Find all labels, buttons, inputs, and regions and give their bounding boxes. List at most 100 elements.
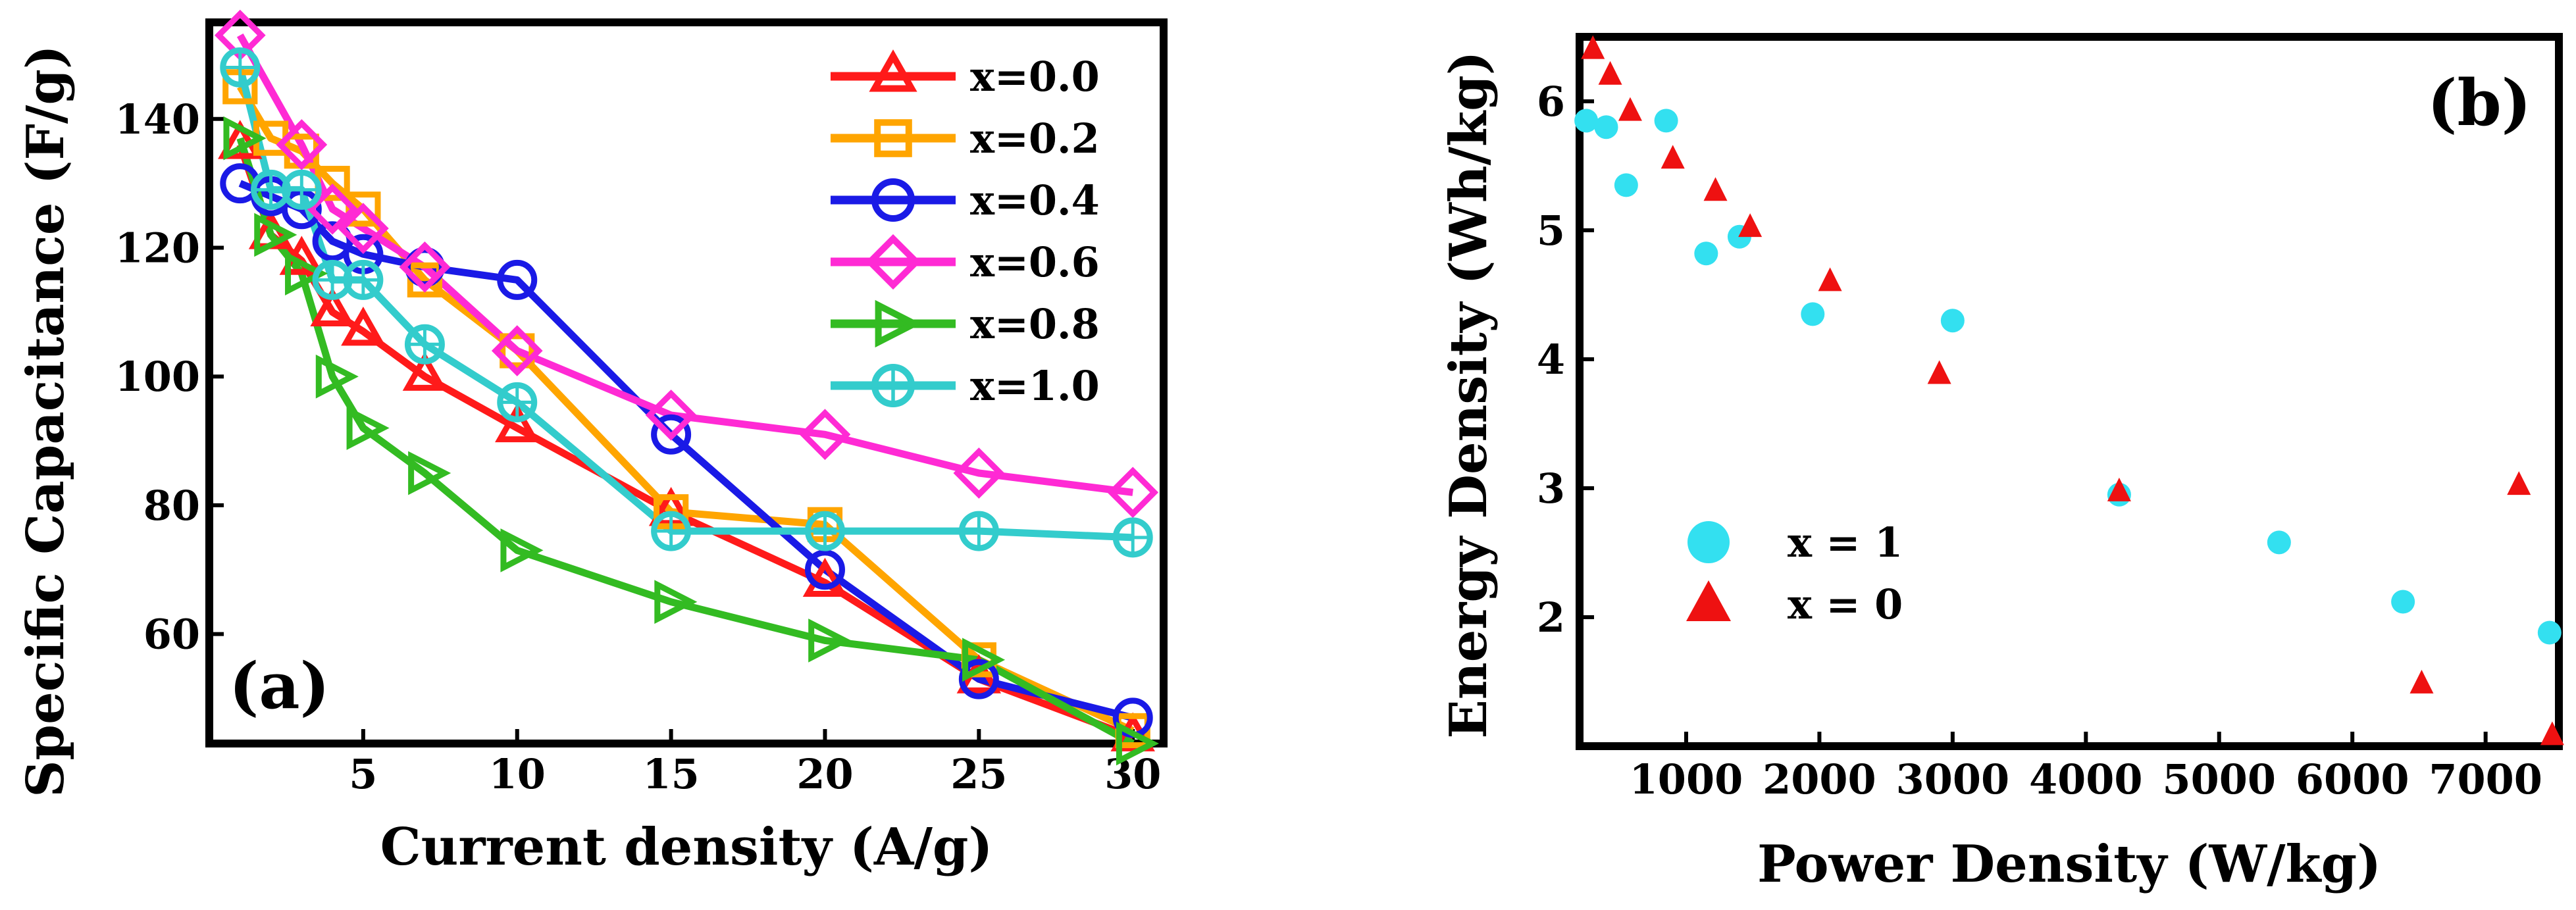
x-tick-label-b: 6000	[2296, 755, 2409, 803]
data-point-a-2	[958, 659, 999, 699]
data-point-b-1	[1703, 177, 1728, 201]
legend-a: x=0.0 x=0.2 x=0.4 x=0.6 x=0.8 x=1.0	[831, 49, 1100, 410]
data-point-a-4	[346, 406, 390, 450]
data-point-a-4	[254, 213, 297, 257]
data-point-b-1	[1738, 213, 1763, 238]
legend-marker-a-2	[871, 178, 915, 222]
data-point-a-5	[651, 511, 692, 551]
y-axis-title-a: Specific Capacitance (F/g)	[16, 45, 76, 797]
x-tick-label-a: 25	[950, 750, 1007, 798]
y-tick-label-b: 6	[1537, 78, 1565, 126]
data-point-a-3	[399, 241, 451, 293]
data-point-a-0	[310, 287, 355, 327]
data-point-a-4	[654, 580, 698, 624]
x-axis-title-a: Current density (A/g)	[380, 817, 993, 877]
data-point-b-0	[2537, 620, 2562, 645]
data-point-b-1	[1618, 97, 1642, 121]
y-tick-label-a: 100	[115, 353, 200, 401]
panel-label-b: (b)	[2427, 66, 2531, 140]
x-tick-label-b: 1000	[1630, 755, 1743, 803]
data-point-a-5	[220, 47, 261, 88]
legend-label-a-2: x=0.4	[970, 176, 1100, 224]
data-point-a-5	[343, 259, 384, 300]
legend-marker-b-1	[1686, 580, 1731, 621]
series-line-a-1	[237, 85, 1135, 734]
data-point-a-3	[645, 390, 697, 441]
legend-marker-a-4	[875, 299, 922, 348]
data-point-a-4	[808, 619, 852, 663]
data-point-a-2	[651, 414, 692, 455]
plot-frame-b	[1576, 33, 2563, 750]
data-point-a-5	[404, 324, 445, 365]
x-tick-label-b: 7000	[2429, 755, 2542, 803]
y-axis-title-b: Energy Density (Wh/kg)	[1439, 51, 1499, 738]
data-point-a-3	[953, 447, 1005, 499]
x-tick-label-a: 5	[349, 750, 377, 798]
data-point-a-0	[402, 351, 448, 391]
data-point-a-5	[497, 382, 538, 422]
data-point-a-1	[500, 333, 535, 368]
data-point-a-2	[404, 247, 445, 288]
x-tick-label-a: 30	[1104, 750, 1161, 798]
panel-label-a: (a)	[229, 649, 330, 723]
data-point-b-1	[1661, 145, 1685, 169]
data-point-b-1	[1818, 267, 1842, 291]
legend-label-a-5: x=1.0	[970, 362, 1100, 410]
data-point-b-0	[1654, 109, 1678, 133]
data-point-a-0	[802, 557, 848, 597]
plot-frame-a	[205, 18, 1168, 747]
series-a	[214, 9, 1159, 766]
legend-marker-a-3	[865, 234, 921, 290]
y-tick-label-a: 140	[115, 95, 200, 143]
data-point-b-1	[1598, 61, 1622, 85]
ticks-b: 1000 2000 3000 4000 5000 6000 7000 2 3 4 5 6	[1537, 78, 2542, 803]
data-point-b-0	[2391, 590, 2415, 614]
data-point-b-0	[1801, 302, 1825, 326]
data-point-b-0	[1940, 309, 1965, 333]
legend-label-a-3: x=0.6	[970, 238, 1100, 286]
data-point-b-0	[1694, 241, 1718, 266]
data-point-b-1	[1581, 35, 1605, 59]
series-line-a-0	[236, 143, 1135, 741]
legend-marker-a-1	[874, 119, 912, 157]
data-point-a-4	[408, 451, 451, 495]
data-point-a-3	[799, 409, 851, 461]
data-point-b-1	[2107, 477, 2131, 501]
legend-label-a-0: x=0.0	[970, 53, 1100, 101]
data-point-a-4	[500, 528, 544, 572]
data-point-a-5	[958, 511, 999, 551]
legend-label-b-1: x = 0	[1788, 580, 1903, 628]
x-tick-label-a: 15	[642, 750, 699, 798]
data-point-b-1	[2540, 721, 2564, 746]
x-tick-label-b: 2000	[1763, 755, 1876, 803]
data-point-b-0	[1614, 173, 1638, 197]
legend-marker-a-5	[871, 364, 915, 407]
data-point-a-5	[1112, 517, 1153, 558]
data-point-a-1	[346, 191, 381, 227]
data-point-a-3	[276, 119, 328, 170]
data-point-a-4	[285, 251, 328, 296]
y-tick-label-a: 120	[115, 224, 200, 272]
legend-marker-b-0	[1687, 521, 1730, 563]
data-point-a-3	[307, 183, 358, 235]
data-point-b-0	[1594, 115, 1618, 139]
data-point-a-4	[962, 638, 1006, 682]
data-point-a-3	[338, 203, 389, 255]
data-point-a-2	[497, 259, 538, 300]
panel-a: 5 10 15 20 25 30 60 80 100 120 140 x=0.0 x=0.2 x=0.4…	[16, 9, 1168, 877]
legend-label-a-4: x=0.8	[970, 300, 1100, 348]
data-point-b-1	[1927, 360, 1951, 384]
x-axis-title-b: Power Density (W/kg)	[1757, 834, 2381, 894]
data-point-b-1	[2409, 669, 2434, 694]
legend-label-b-0: x = 1	[1788, 518, 1903, 567]
y-tick-label-b: 2	[1537, 594, 1565, 642]
data-point-a-5	[281, 169, 322, 210]
y-tick-label-b: 4	[1537, 336, 1565, 384]
y-tick-label-b: 5	[1537, 207, 1565, 255]
data-point-a-3	[1107, 467, 1159, 518]
data-point-b-1	[2507, 471, 2531, 495]
ticks-a: 5 10 15 20 25 30 60 80 100 120 140	[115, 95, 1162, 798]
series-b	[1574, 35, 2564, 746]
